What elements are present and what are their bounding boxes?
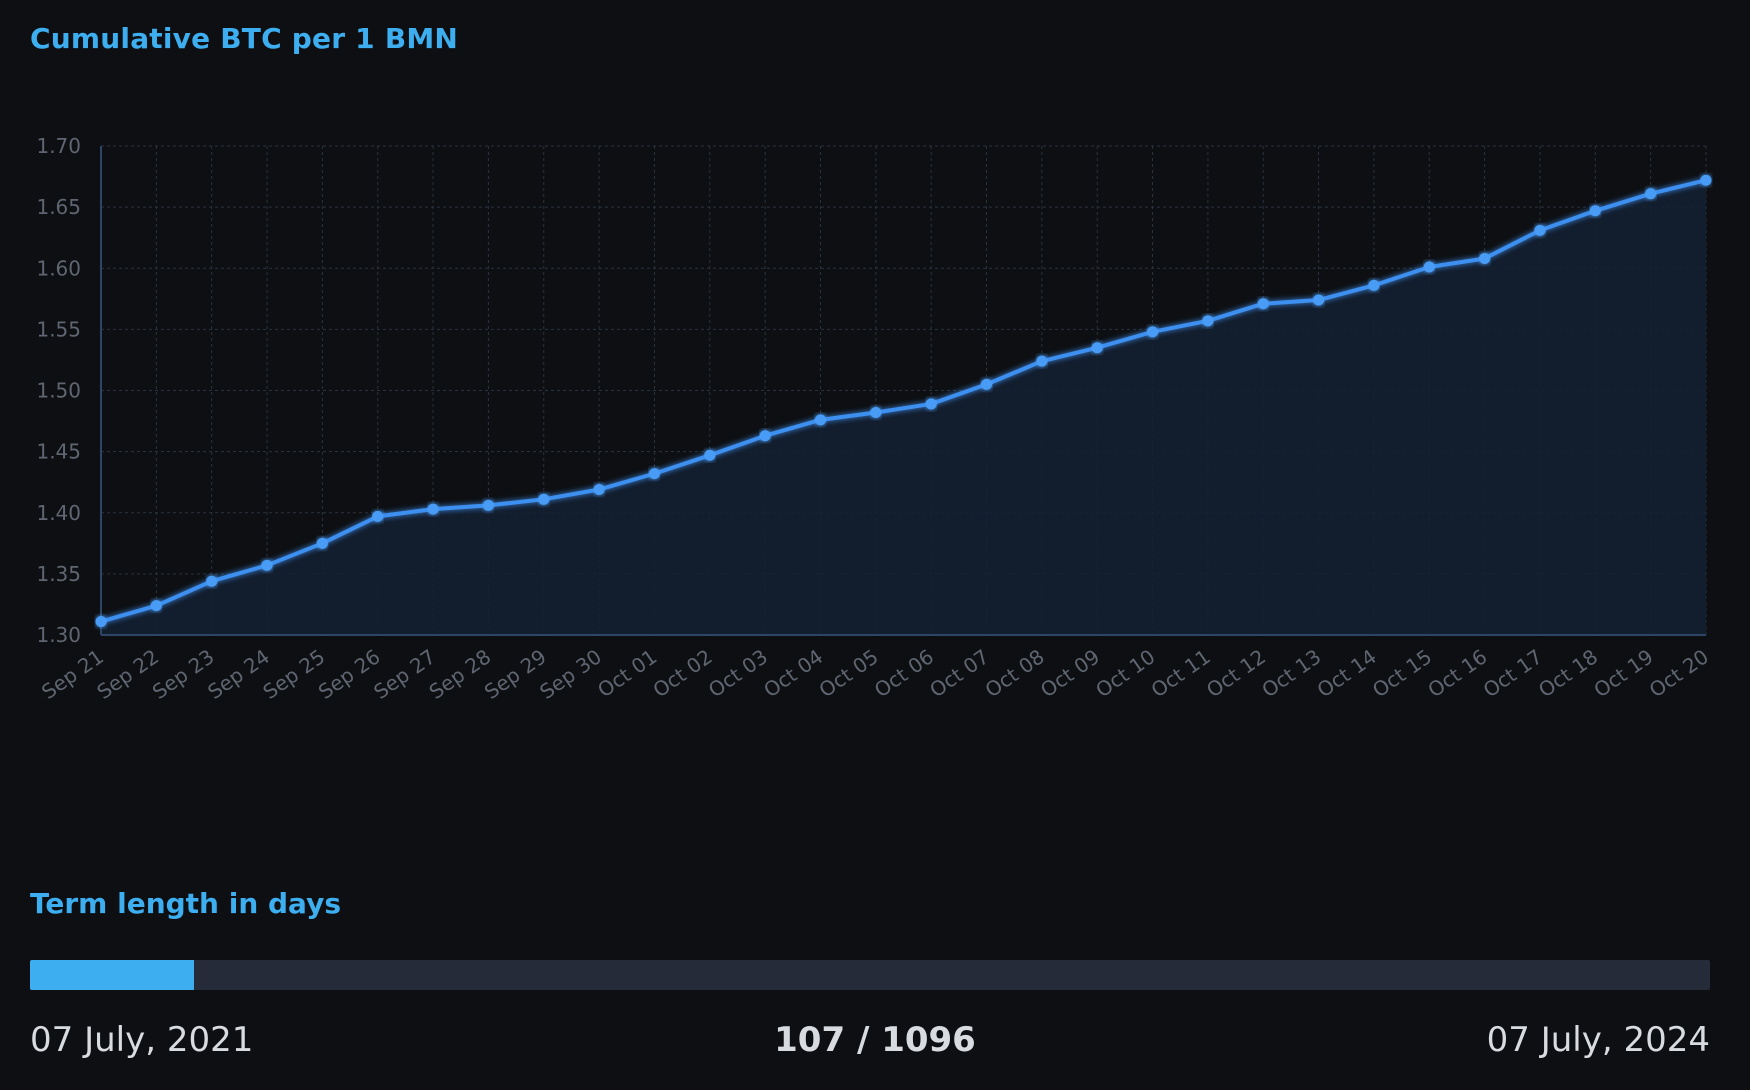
x-tick-label: Oct 11 [1147,644,1215,702]
x-tick-label: Oct 03 [704,644,772,702]
x-tick-label: Sep 28 [425,644,496,704]
x-tick-label: Oct 17 [1479,644,1547,702]
data-point [482,499,494,511]
x-tick-label: Sep 22 [93,644,164,704]
data-point [1589,205,1601,217]
series-line [100,178,1707,624]
x-tick-label: Sep 23 [148,644,219,704]
y-tick-label: 1.45 [36,440,81,464]
data-point [261,559,273,571]
data-point [814,414,826,426]
x-tick-label: Sep 30 [535,644,606,704]
data-point [1147,326,1159,338]
data-point [1479,252,1491,264]
term-progress-bar [30,960,1710,990]
data-point [1257,298,1269,310]
data-point [1202,315,1214,327]
x-tick-label: Oct 12 [1202,644,1270,702]
term-length-title: Term length in days [30,887,342,920]
y-tick-label: 1.30 [36,623,81,647]
x-tick-label: Oct 13 [1257,644,1325,702]
x-tick-label: Oct 02 [649,644,717,702]
x-tick-label: Oct 20 [1645,644,1713,702]
y-tick-label: 1.70 [36,134,81,158]
data-point [1534,224,1546,236]
x-tick-label: Sep 26 [314,644,385,704]
chart-title: Cumulative BTC per 1 BMN [30,22,459,55]
x-tick-label: Oct 05 [815,644,883,702]
data-point [316,537,328,549]
data-point [981,378,993,390]
data-point [538,493,550,505]
area-fill [101,180,1706,636]
x-tick-label: Oct 06 [870,644,938,702]
data-point [1091,342,1103,354]
y-tick-label: 1.35 [36,562,81,586]
data-point [870,407,882,419]
x-tick-label: Oct 04 [759,644,827,702]
data-point [150,600,162,612]
x-tick-label: Oct 09 [1036,644,1104,702]
data-point [925,398,937,410]
x-tick-label: Oct 18 [1534,644,1602,702]
data-point [1645,188,1657,200]
btc-per-bmn-chart: 1.30 1.35 1.40 1.45 1.50 1.55 1.60 1.65 1.70 Sep … [36,134,1713,704]
x-tick-label: Oct 10 [1091,644,1159,702]
data-point [95,616,107,628]
x-tick-label: Oct 14 [1313,644,1381,702]
y-tick-label: 1.60 [36,256,81,280]
data-point [1368,279,1380,291]
y-tick-label: 1.65 [36,195,81,219]
data-point [759,430,771,442]
data-point [206,575,218,587]
x-tick-label: Sep 21 [37,644,108,704]
data-point [1423,261,1435,273]
x-tick-label: Oct 15 [1368,644,1436,702]
data-point [1313,294,1325,306]
data-point [704,449,716,461]
term-start-date: 07 July, 2021 [30,1020,254,1060]
data-point [1700,174,1712,186]
term-progress-fill [30,960,194,990]
x-tick-label: Sep 25 [259,644,330,704]
data-point [427,503,439,515]
y-tick-label: 1.55 [36,317,81,341]
term-end-date: 07 July, 2024 [1486,1020,1710,1060]
data-point [593,484,605,496]
y-tick-label: 1.40 [36,501,81,525]
x-tick-label: Oct 01 [593,644,661,702]
x-tick-label: Sep 24 [203,644,274,704]
x-tick-label: Oct 07 [925,644,993,702]
y-tick-label: 1.50 [36,379,81,403]
x-tick-label: Oct 19 [1589,644,1657,702]
data-point [648,468,660,480]
data-point [372,510,384,522]
term-progress-text: 107 / 1096 [774,1020,976,1060]
data-point [1036,355,1048,367]
x-tick-label: Sep 29 [480,644,551,704]
x-tick-label: Oct 08 [981,644,1049,702]
x-tick-label: Sep 27 [369,644,440,704]
x-tick-label: Oct 16 [1423,644,1491,702]
